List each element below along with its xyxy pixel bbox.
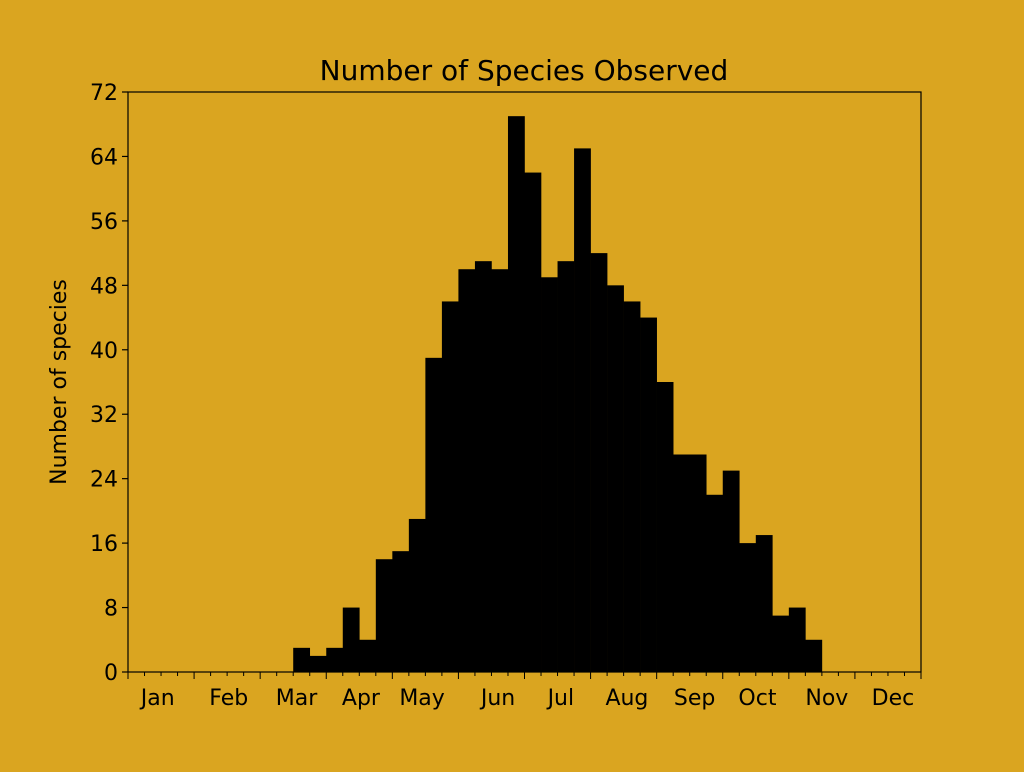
x-tick-label: Feb <box>209 686 248 711</box>
histogram-bar <box>706 494 724 672</box>
y-tick-label: 56 <box>90 210 118 235</box>
x-tick-label: Nov <box>805 686 848 711</box>
y-axis-label: Number of species <box>47 279 72 485</box>
histogram-bar <box>689 454 707 672</box>
histogram-bar <box>755 535 773 672</box>
histogram-bar <box>507 116 525 672</box>
histogram-bar <box>524 172 542 673</box>
y-tick-label: 0 <box>104 661 118 686</box>
x-tick-label: May <box>399 686 444 711</box>
histogram-bar <box>805 639 823 672</box>
x-tick-label: Oct <box>738 686 776 711</box>
histogram-bar <box>656 382 674 672</box>
histogram-bar <box>673 454 691 672</box>
histogram-bar <box>590 253 608 672</box>
histogram-bar <box>722 470 740 672</box>
histogram-bar <box>574 148 591 672</box>
x-tick-label: Jul <box>546 686 575 711</box>
y-tick-label: 8 <box>104 597 118 622</box>
plot-frame <box>127 91 922 673</box>
histogram-bar <box>788 607 806 672</box>
histogram-bar <box>408 518 426 672</box>
y-tick-label: 16 <box>90 532 118 557</box>
y-tick-label: 40 <box>90 339 118 364</box>
histogram-bar <box>458 269 476 672</box>
histogram-bar <box>359 639 377 672</box>
histogram-bar <box>640 317 657 672</box>
histogram-bar <box>623 301 641 672</box>
histogram-bar <box>491 269 509 672</box>
histogram-bar <box>375 559 393 672</box>
histogram-bar <box>425 357 443 672</box>
histogram-bar <box>326 647 344 672</box>
y-axis: 0 8 16 24 32 40 48 56 64 72 <box>90 81 128 686</box>
histogram-bar <box>557 261 575 672</box>
bars-group <box>293 116 823 673</box>
x-axis: Jan Feb Mar Apr May Jun Jul Aug Sep Oct Nov Dec <box>127 672 922 711</box>
histogram-bar <box>772 615 790 672</box>
y-tick-label: 72 <box>90 81 118 106</box>
x-tick-label: Aug <box>605 686 648 711</box>
y-tick-label: 24 <box>90 468 118 493</box>
histogram-bar <box>441 301 459 672</box>
x-tick-label: Jun <box>479 686 515 711</box>
x-tick-label: Mar <box>276 686 318 711</box>
histogram-bar <box>293 647 311 672</box>
y-tick-label: 64 <box>90 145 118 170</box>
chart-title: Number of Species Observed <box>320 54 729 87</box>
histogram-bar <box>342 607 360 672</box>
y-tick-label: 48 <box>90 274 118 299</box>
histogram-bar <box>607 285 624 672</box>
x-tick-label: Sep <box>674 686 715 711</box>
histogram-bar <box>541 277 558 672</box>
histogram-bar <box>392 551 410 672</box>
x-tick-label: Apr <box>342 686 381 711</box>
histogram-bar <box>739 543 757 672</box>
x-tick-label: Dec <box>872 686 915 711</box>
histogram-bar <box>474 261 492 672</box>
y-tick-label: 32 <box>90 403 118 428</box>
histogram-bar <box>309 655 327 672</box>
x-tick-label: Jan <box>139 686 175 711</box>
